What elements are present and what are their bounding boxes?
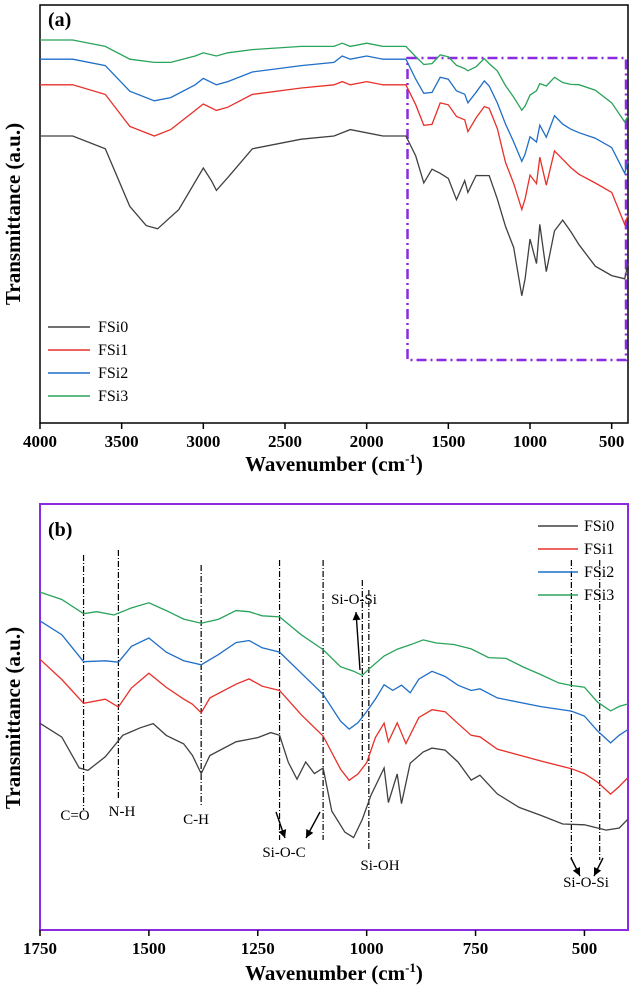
x-tick-label: 1500 xyxy=(132,939,166,958)
panel-a-legend: FSi0 FSi1 FSi2 FSi3 xyxy=(48,319,128,405)
annotation-arrowhead xyxy=(352,612,361,621)
annotation-label: Si-O-C xyxy=(262,845,305,861)
panel-a-frame xyxy=(39,4,629,424)
x-tick-label: 1500 xyxy=(431,432,465,451)
legend-label: FSi0 xyxy=(584,518,614,535)
series-line-fsi0 xyxy=(40,128,629,296)
legend-label: FSi1 xyxy=(584,541,614,558)
panel-b: (b) 1750 1500 1250 1000 750 500 FSi0FSi1FSi2F… xyxy=(1,503,629,985)
x-tick-label: 500 xyxy=(599,432,625,451)
series-line-fsi2 xyxy=(40,55,629,175)
annotation-arrowhead xyxy=(594,867,602,876)
panel-b-marker-lines xyxy=(82,550,601,860)
panel-b-frame xyxy=(39,503,629,931)
annotation-arrowhead xyxy=(278,829,287,838)
x-tick-label: 1250 xyxy=(241,939,275,958)
series-line-fsi1 xyxy=(39,658,629,795)
legend-label: FSi3 xyxy=(98,388,128,405)
panel-a-x-ticks: 4000 3500 3000 2500 2000 1500 1000 500 xyxy=(23,423,624,451)
panel-a-label: (a) xyxy=(48,9,71,31)
x-tick-label: 1000 xyxy=(350,939,384,958)
panel-a-y-axis-title: Transmittance (a.u.) xyxy=(1,123,25,305)
x-tick-label: 3500 xyxy=(105,432,139,451)
series-line-fsi0 xyxy=(39,722,629,839)
x-tick-label: 4000 xyxy=(23,432,57,451)
panel-a: (a) 4000 3500 3000 2500 2000 1500 1000 500 FSi0… xyxy=(1,4,629,476)
annotation-arrowhead xyxy=(306,829,314,838)
series-line-fsi1 xyxy=(40,80,629,227)
annotation-arrow xyxy=(355,611,361,671)
x-tick-label: 2000 xyxy=(350,432,384,451)
panel-b-x-axis-title: Wavenumber (cm-1) xyxy=(245,960,423,985)
annotation-label: N-H xyxy=(109,804,136,820)
x-tick-label: 500 xyxy=(572,939,598,958)
panel-b-series xyxy=(39,591,629,839)
panel-b-legend: FSi0 FSi1 FSi2 FSi3 xyxy=(538,518,614,604)
annotation-label: C-H xyxy=(183,812,209,828)
annotation-label: C=O xyxy=(60,808,89,824)
legend-label: FSi1 xyxy=(98,342,128,359)
annotation-label: Si-OH xyxy=(360,858,399,874)
legend-label: FSi0 xyxy=(98,319,128,336)
panel-b-y-axis-title: Transmittance (a.u.) xyxy=(1,627,25,809)
highlight-box xyxy=(406,56,628,362)
panel-b-annotations: C=O N-H C-H Si-O-C Si-O-Si Si-OH Si-O-Si xyxy=(60,592,609,891)
series-line-fsi3 xyxy=(40,39,629,124)
x-tick-label: 3000 xyxy=(186,432,220,451)
panel-a-series xyxy=(40,39,629,296)
x-tick-label: 2500 xyxy=(268,432,302,451)
series-line-fsi3 xyxy=(39,591,629,712)
panel-a-x-axis-title: Wavenumber (cm-1) xyxy=(245,451,423,476)
legend-label: FSi3 xyxy=(584,587,614,604)
series-line-fsi2 xyxy=(39,620,629,744)
annotation-arrowhead xyxy=(572,867,580,876)
panel-b-x-ticks: 1750 1500 1250 1000 750 500 xyxy=(23,930,597,958)
panel-b-label: (b) xyxy=(48,519,72,541)
x-tick-label: 1750 xyxy=(23,939,57,958)
annotation-label: Si-O-Si xyxy=(331,592,377,608)
panel-a-highlight-box xyxy=(406,56,628,362)
annotation-label: Si-O-Si xyxy=(563,875,609,891)
legend-label: FSi2 xyxy=(584,564,614,581)
legend-label: FSi2 xyxy=(98,365,128,382)
x-tick-label: 750 xyxy=(463,939,489,958)
x-tick-label: 1000 xyxy=(513,432,547,451)
